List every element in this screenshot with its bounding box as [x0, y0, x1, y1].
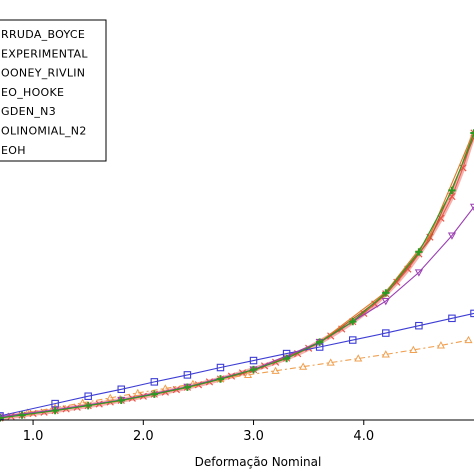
series-ooney-rivlin: [0, 203, 474, 421]
point-gden-n3-marker: [381, 350, 390, 358]
x-tick-label: 3.0: [243, 429, 264, 444]
point-rruda-boyce-marker: [150, 390, 159, 398]
point-rruda-boyce-marker: [448, 186, 456, 195]
point-gden-n3-marker: [436, 341, 445, 349]
point-rruda-boyce-marker: [216, 375, 225, 383]
point-gden-n3-marker: [23, 408, 32, 416]
legend-entry: OONEY_RIVLIN: [1, 67, 85, 80]
point-gden-n3-marker: [409, 345, 418, 353]
point-eo-hooke-marker: [415, 321, 423, 330]
point-rruda-boyce-marker: [315, 338, 324, 346]
legend-entry: EXPERIMENTAL: [1, 47, 88, 60]
point-eo-hooke-marker: [382, 329, 390, 337]
point-gden-n3-marker: [464, 335, 473, 344]
point-eo-hooke-marker: [448, 314, 456, 323]
point-gden-n3-marker: [106, 393, 115, 401]
point-eo-hooke-marker: [117, 385, 126, 393]
point-eo-hooke-marker: [84, 392, 92, 400]
point-rruda-boyce-marker: [183, 383, 192, 391]
point-ooney-rivlin-marker: [414, 269, 423, 277]
point-rruda-boyce-marker: [349, 317, 357, 326]
point-rruda-boyce-marker: [84, 401, 92, 410]
point-ooney-rivlin-marker: [469, 203, 474, 212]
point-gden-n3-marker: [188, 379, 197, 387]
legend: RRUDA_BOYCE EXPERIMENTAL OONEY_RIVLIN EO_HO…: [0, 19, 107, 162]
point-gden-n3-marker: [326, 358, 335, 366]
series-eo-hooke: [0, 309, 474, 420]
series-rruda-boyce: [0, 129, 474, 422]
point-ooney-rivlin-marker: [381, 298, 390, 306]
point-eo-hooke-marker: [216, 363, 225, 372]
point-eo-hooke-marker: [150, 378, 159, 386]
point-rruda-boyce-marker: [249, 365, 258, 374]
point-rruda-boyce-marker: [382, 289, 390, 297]
point-experimental-marker: [437, 214, 445, 222]
x-tick-label: 4.0: [353, 429, 374, 444]
point-gden-n3-marker: [133, 388, 142, 396]
point-rruda-boyce-marker: [470, 129, 474, 137]
legend-entry: RRUDA_BOYCE: [1, 28, 85, 41]
point-eo-hooke-marker: [183, 371, 192, 379]
point-rruda-boyce-marker: [18, 411, 26, 419]
legend-entry: EOH: [1, 144, 26, 157]
legend-box: [0, 19, 107, 162]
point-experimental-marker: [459, 164, 467, 172]
point-rruda-boyce-marker: [117, 396, 125, 405]
legend-entry: EO_HOOKE: [1, 86, 64, 99]
legend-entry: GDEN_N3: [1, 105, 56, 118]
series-layer: [0, 129, 474, 422]
series-line-eo-hooke: [0, 312, 474, 417]
point-eo-hooke-marker: [249, 356, 258, 365]
x-tick-label: 1.0: [23, 429, 44, 444]
point-gden-n3-marker: [243, 370, 253, 378]
x-axis-title: Deformação Nominal: [195, 455, 322, 469]
point-rruda-boyce-marker: [415, 248, 423, 256]
point-gden-n3-marker: [354, 354, 363, 362]
series-line-gden-n3: [0, 339, 469, 419]
point-rruda-boyce-marker: [0, 414, 4, 422]
series-line-ooney-rivlin: [0, 206, 474, 418]
point-eo-hooke-marker: [348, 336, 357, 344]
series-experimental: [0, 129, 474, 422]
point-gden-n3-marker: [271, 366, 280, 374]
x-tick-label: 2.0: [133, 429, 154, 444]
point-gden-n3-marker: [299, 362, 308, 370]
legend-entry: OLINOMIAL_N2: [1, 125, 87, 138]
point-rruda-boyce-marker: [282, 354, 291, 363]
axes-layer: 1.0 2.0 3.0 4.0: [0, 419, 474, 444]
series-line-rruda-boyce: [0, 132, 474, 419]
point-rruda-boyce-marker: [51, 406, 59, 415]
point-ooney-rivlin-marker: [447, 232, 457, 240]
